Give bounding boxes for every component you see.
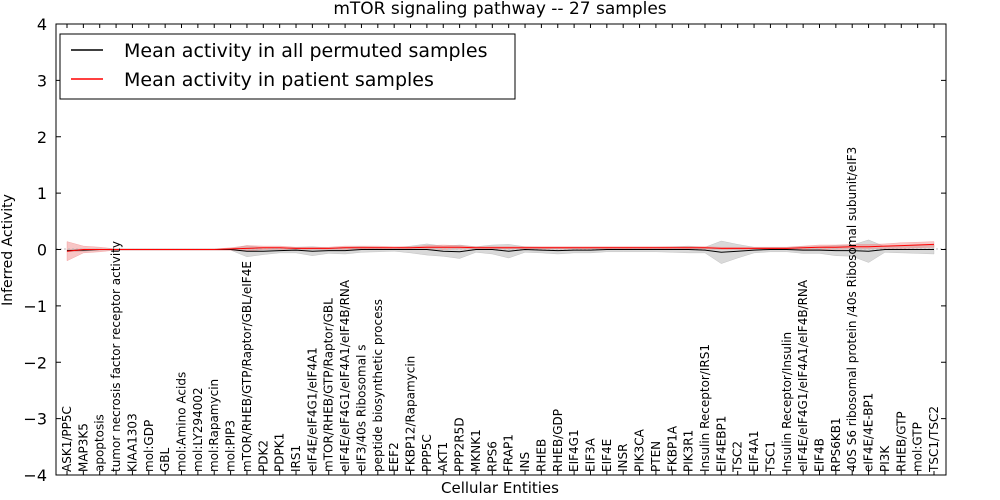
legend-box xyxy=(59,33,516,100)
x-tick-label: mTOR/RHEB/GTP/Raptor/GBL xyxy=(322,298,336,472)
x-tick-label: TSC1 xyxy=(763,441,777,473)
y-tick-label: 0 xyxy=(37,241,47,260)
x-tick-label: PIK3R1 xyxy=(682,430,696,472)
y-tick-label: 4 xyxy=(37,15,47,34)
x-tick-label: PI3K xyxy=(878,445,892,472)
x-tick-label: FKBP1A xyxy=(665,425,679,472)
y-tick-label: 1 xyxy=(37,184,47,203)
y-tick-label: 3 xyxy=(37,71,47,90)
x-tick-label: RPS6 xyxy=(485,441,499,472)
series-lines xyxy=(66,243,935,253)
confidence-bands xyxy=(66,239,935,264)
x-tick-label: 40S S6 ribosomal protein /40s Ribosomal … xyxy=(845,147,859,472)
x-tick-label: TSC2 xyxy=(731,441,745,473)
x-tick-label: RHEB/GTP xyxy=(894,411,908,472)
y-tick-label: −3 xyxy=(23,410,47,429)
x-tick-label: IRS1 xyxy=(289,445,303,472)
x-tick-label: PPP2R5D xyxy=(453,417,467,472)
x-tick-label: mol:Amino Acids xyxy=(175,372,189,472)
legend: Mean activity in all permuted samples Me… xyxy=(59,33,516,100)
x-tick-label: mol:PIP3 xyxy=(224,420,238,472)
x-tick-label: EIF4E xyxy=(600,439,614,472)
x-tick-label: mol:GDP xyxy=(142,420,156,472)
x-tick-label: EIF4EBP1 xyxy=(714,416,728,472)
chart-title: mTOR signaling pathway -- 27 samples xyxy=(333,0,666,19)
x-tick-label: RHEB xyxy=(534,439,548,472)
x-tick-label: MKNK1 xyxy=(469,429,483,472)
x-axis-label: Cellular Entities xyxy=(441,479,559,497)
x-tick-label: AKT1 xyxy=(436,442,450,472)
y-tick-label: −4 xyxy=(23,466,47,485)
x-tick-label: EEF2 xyxy=(387,442,401,472)
x-tick-label: FRAP1 xyxy=(502,434,516,472)
band-series-1 xyxy=(66,239,935,264)
x-tick-label: eIF4E/4E-BP1 xyxy=(862,393,876,472)
x-tick-label: eIF4E/eIF4G1/eIF4A1 xyxy=(305,347,319,472)
x-tick-label: PTEN xyxy=(649,441,663,472)
x-tick-label: TSC1/TSC2 xyxy=(927,406,941,473)
x-tick-label: mol:Rapamycin xyxy=(207,379,221,472)
x-tick-label: INSR xyxy=(616,444,630,472)
legend-label-permuted: Mean activity in all permuted samples xyxy=(124,40,487,62)
y-axis-ticks: −4 −3 −2 −1 0 1 2 3 4 xyxy=(23,15,946,485)
x-tick-label: EIF4B xyxy=(813,438,827,472)
x-tick-label: eIF4E/eIF4G1/eIF4A1/eIF4B/RNA xyxy=(338,279,352,472)
x-tick-label: FKBP12/Rapamycin xyxy=(404,356,418,472)
x-tick-label: mol:LY294002 xyxy=(191,387,205,472)
x-tick-label: eIF3/40s Ribosomal s xyxy=(355,344,369,472)
line-series-2 xyxy=(66,243,935,252)
y-tick-label: 2 xyxy=(37,128,47,147)
x-tick-label: PDPK1 xyxy=(273,433,287,472)
x-tick-label: Insulin Receptor/Insulin xyxy=(780,332,794,472)
y-tick-label: −2 xyxy=(23,353,47,372)
x-tick-label: EIF3A xyxy=(584,437,598,472)
x-tick-label: MAP3K5 xyxy=(76,423,90,472)
x-tick-label: PDK2 xyxy=(256,440,270,472)
legend-label-patient: Mean activity in patient samples xyxy=(124,69,434,91)
x-tick-label: RPS6KB1 xyxy=(829,417,843,472)
x-tick-label: mol:GTP xyxy=(911,422,925,472)
x-tick-label: PIK3CA xyxy=(633,428,647,472)
x-tick-label: eIF4E/eIF4G1/eIF4A1/eIF4B/RNA xyxy=(796,279,810,472)
x-tick-label: PPP5C xyxy=(420,434,434,472)
x-tick-label: EIF4A1 xyxy=(747,430,761,472)
x-tick-label: peptide biosynthetic process xyxy=(371,299,385,472)
y-tick-label: −1 xyxy=(23,297,47,316)
y-axis-label: Inferred Activity xyxy=(0,194,16,306)
x-tick-label: KIAA1303 xyxy=(125,413,139,472)
x-tick-label: EIF4G1 xyxy=(567,429,581,472)
x-tick-label: apoptosis xyxy=(93,414,107,472)
x-tick-label: Insulin Receptor/IRS1 xyxy=(698,344,712,472)
x-axis-ticks: ASK1/PP5C MAP3K5 apoptosis tumor necrosis f… xyxy=(60,24,941,475)
x-tick-label: mTOR/RHEB/GTP/Raptor/GBL/eIF4E xyxy=(240,261,254,472)
x-tick-label: tumor necrosis factor receptor activity xyxy=(109,241,123,472)
x-tick-label: GBL xyxy=(158,447,172,472)
x-tick-label: RHEB/GDP xyxy=(551,409,565,472)
x-tick-label: ASK1/PP5C xyxy=(60,406,74,472)
x-tick-label: INS xyxy=(518,452,532,472)
